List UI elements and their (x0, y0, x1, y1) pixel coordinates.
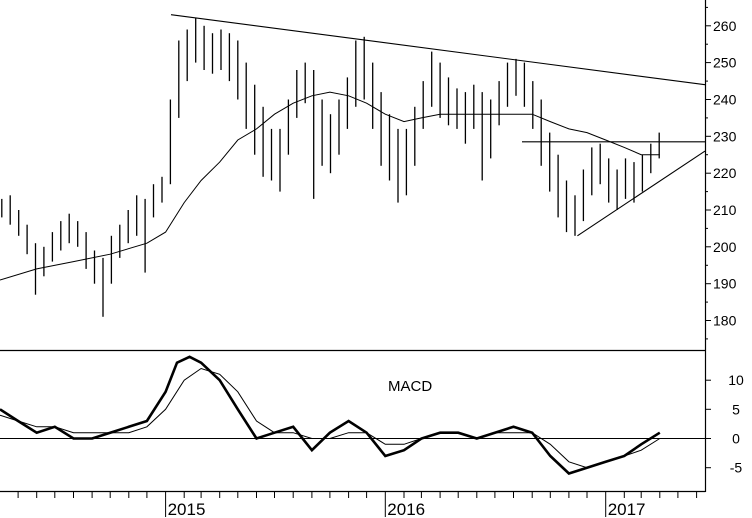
price-y-tick-label: 250 (713, 55, 737, 71)
price-y-tick-label: 210 (713, 202, 737, 218)
macd-y-tick-label: 0 (732, 431, 740, 447)
price-y-tick-label: 220 (713, 165, 737, 181)
price-bars (1, 18, 660, 317)
macd-line (0, 355, 661, 475)
trendline-upper-resistance (170, 14, 706, 86)
trendlines (170, 14, 706, 237)
macd-y-tick-label: -5 (730, 460, 743, 476)
trendline-rising-support (577, 150, 706, 237)
x-axis: 2015 2016 2017 (17, 491, 698, 518)
macd-panel: MACD (0, 355, 705, 475)
price-y-tick-label: 180 (713, 313, 737, 329)
x-year-label: 2015 (168, 500, 206, 518)
macd-y-tick-label: 10 (728, 372, 744, 388)
price-y-tick-label: 200 (713, 239, 737, 255)
x-year-label: 2017 (608, 500, 646, 518)
macd-signal-line (0, 367, 661, 469)
price-y-tick-label: 230 (713, 128, 737, 144)
macd-title: MACD (388, 378, 432, 395)
price-y-axis: 180 190 200 210 220 230 240 250 260 (705, 6, 737, 340)
price-y-tick-label: 260 (713, 18, 737, 34)
x-year-label: 2016 (387, 500, 425, 518)
macd-y-axis: -5 0 5 10 (705, 372, 744, 476)
price-y-tick-label: 190 (713, 276, 737, 292)
price-y-tick-label: 240 (713, 92, 737, 108)
chart-frame (0, 0, 707, 493)
macd-y-tick-label: 5 (732, 401, 740, 417)
moving-average-line (0, 91, 660, 281)
price-panel (0, 14, 706, 317)
